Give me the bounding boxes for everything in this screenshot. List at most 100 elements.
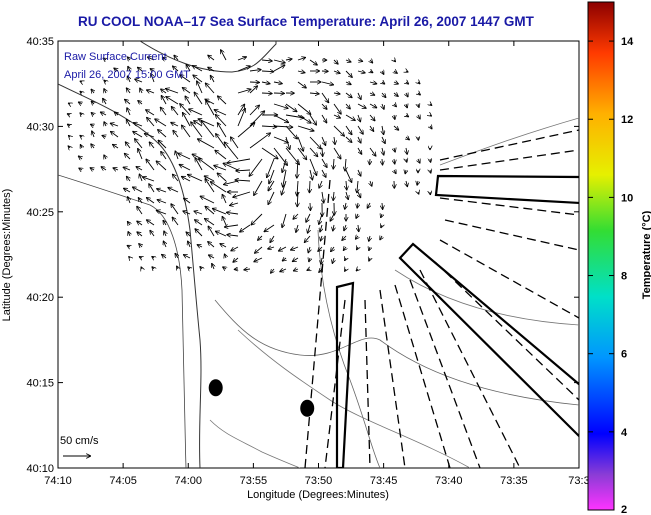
current-vector	[127, 221, 130, 225]
current-vector	[160, 89, 167, 94]
current-vector	[417, 181, 418, 186]
current-vector	[113, 168, 119, 170]
y-tick-label: 40:15	[26, 378, 54, 390]
current-vector	[309, 180, 310, 193]
current-vector	[382, 125, 384, 135]
current-vector	[161, 151, 167, 160]
current-vector	[297, 191, 298, 207]
current-vector	[92, 131, 94, 138]
current-vector	[333, 158, 334, 169]
current-vector	[205, 206, 215, 215]
current-vector	[78, 156, 82, 159]
plot-area	[57, 40, 580, 469]
current-vector	[261, 71, 274, 72]
current-vector	[318, 246, 323, 252]
current-vector	[183, 254, 191, 259]
current-vector	[170, 122, 179, 127]
current-vector	[200, 195, 215, 204]
current-vector	[254, 246, 263, 254]
current-vector	[179, 163, 191, 171]
current-vector	[137, 232, 143, 237]
current-vector	[207, 241, 215, 248]
current-vector	[418, 159, 420, 164]
current-vector	[285, 59, 292, 60]
current-vector	[320, 224, 322, 232]
colorbar-tick-label: 14	[621, 36, 634, 48]
scale-label: 50 cm/s	[60, 435, 99, 447]
current-vector	[358, 136, 361, 143]
current-vector	[215, 231, 227, 237]
current-vector	[249, 111, 265, 127]
current-vector	[198, 119, 215, 127]
chart-title: RU COOL NOAA–17 Sea Surface Temperature:…	[78, 14, 534, 29]
x-tick-label: 73:40	[435, 475, 463, 487]
current-vector	[381, 225, 382, 228]
current-vector	[293, 213, 299, 220]
current-vector	[205, 83, 215, 94]
current-vector	[80, 91, 82, 93]
current-vector	[214, 110, 227, 116]
data-markers	[208, 379, 315, 417]
current-vector	[333, 191, 334, 201]
current-vector	[210, 182, 227, 193]
current-vector	[243, 269, 251, 270]
current-vector	[188, 109, 203, 116]
current-vector	[212, 208, 227, 215]
current-vector	[394, 170, 396, 174]
current-vector	[394, 148, 395, 152]
current-vector	[321, 136, 326, 146]
current-vector	[333, 125, 345, 136]
current-vector	[142, 177, 155, 182]
current-vector	[297, 136, 304, 152]
current-vector	[370, 71, 373, 73]
colorbar-tick-label: 12	[621, 114, 633, 126]
current-vector	[296, 224, 298, 233]
current-vector	[125, 142, 131, 149]
current-vector	[261, 93, 273, 94]
current-vector	[217, 96, 227, 105]
current-vector	[406, 104, 407, 108]
current-vector	[382, 202, 383, 210]
current-vector	[179, 75, 191, 83]
current-vector	[67, 114, 70, 115]
current-vector	[156, 189, 167, 193]
current-vector	[406, 180, 408, 187]
current-vector	[356, 247, 358, 250]
colorbar-tick-label: 10	[621, 192, 633, 204]
current-vector	[215, 114, 227, 127]
x-tick-label: 74:10	[44, 475, 72, 487]
current-vector	[297, 114, 312, 123]
current-vector	[91, 144, 94, 149]
current-vector	[273, 103, 289, 109]
current-vector	[181, 125, 191, 138]
current-vector	[394, 82, 399, 84]
current-vector	[285, 136, 290, 150]
contour-1	[214, 299, 579, 406]
current-vector	[394, 114, 395, 120]
current-vector	[430, 115, 432, 116]
current-vector	[217, 122, 227, 138]
current-vector	[239, 224, 251, 232]
current-vector	[157, 129, 167, 138]
current-vector	[406, 71, 408, 73]
current-vector	[297, 71, 305, 73]
current-vector	[144, 134, 155, 138]
current-vector	[307, 269, 310, 271]
current-vector	[297, 81, 307, 88]
current-vector	[254, 257, 263, 262]
current-vector	[194, 211, 203, 214]
current-vector	[156, 161, 167, 171]
current-vector	[382, 103, 384, 110]
current-vector	[305, 213, 311, 223]
current-vector	[346, 180, 347, 190]
current-vector	[344, 224, 346, 231]
current-vector	[310, 169, 313, 180]
current-vector	[128, 231, 130, 236]
current-vector	[174, 55, 179, 61]
current-vector	[382, 136, 385, 144]
current-vector	[321, 81, 334, 85]
current-vector	[264, 224, 275, 232]
current-vector	[321, 103, 327, 110]
current-vector	[152, 267, 154, 270]
current-vector	[222, 267, 226, 269]
